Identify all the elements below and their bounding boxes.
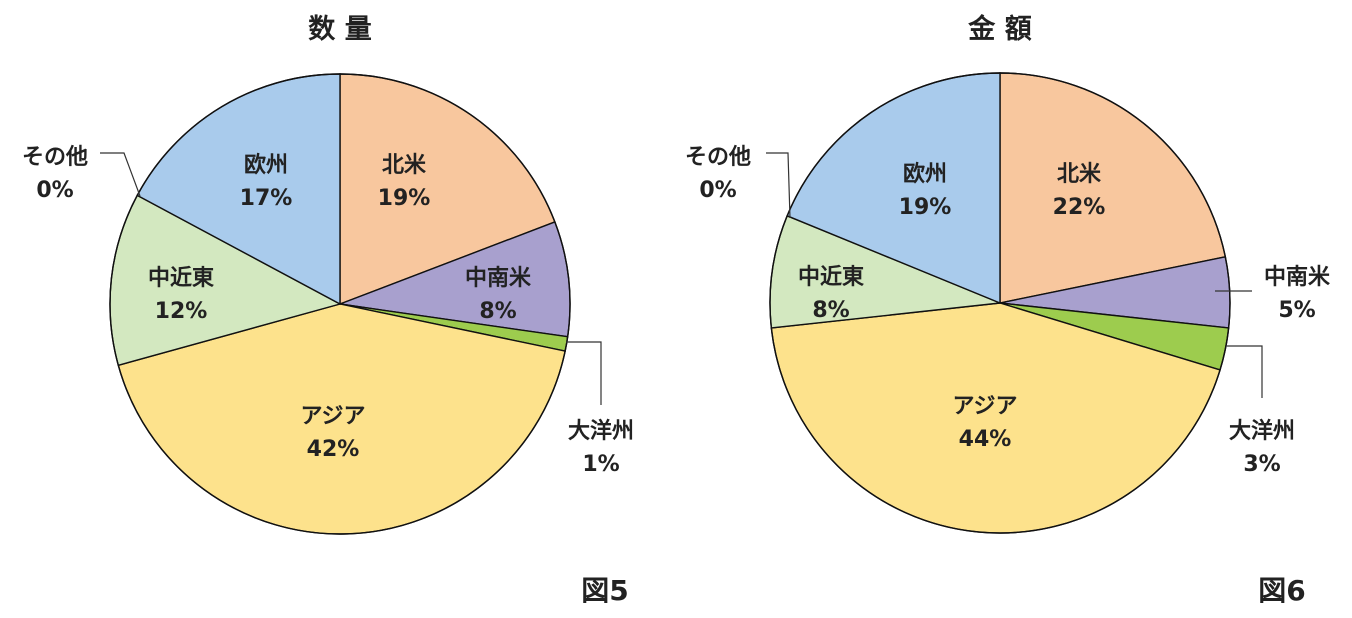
slice-label-middle-east: 中近東 [798, 264, 864, 290]
slice-value-europe: 17% [240, 186, 293, 211]
slice-label-north-america: 北米 [1057, 162, 1102, 187]
slice-label-oceania: 大洋州 [568, 418, 634, 444]
slice-label-europe: 欧州 [244, 152, 288, 178]
slice-label-asia: アジア [952, 394, 1017, 419]
slice-value-other: 0% [36, 178, 73, 203]
slice-value-latin-america: 5% [1278, 298, 1315, 323]
slice-label-asia: アジア [300, 404, 365, 429]
slice-label-latin-america: 中南米 [1264, 265, 1331, 290]
figure-label-6: 図6 [1258, 574, 1305, 607]
slice-label-other: その他 [22, 145, 88, 170]
pie-outline [769, 72, 1231, 534]
slice-label-north-america: 北米 [382, 153, 427, 178]
slice-value-oceania: 3% [1243, 452, 1280, 477]
slice-value-asia: 42% [307, 437, 360, 462]
slice-label-middle-east: 中近東 [148, 265, 214, 291]
slice-value-other: 0% [699, 178, 736, 203]
slice-label-europe: 欧州 [903, 161, 947, 187]
chart-title-amount: 金 額 [967, 13, 1031, 45]
slice-value-europe: 19% [899, 195, 952, 220]
slice-value-middle-east: 8% [812, 298, 849, 323]
slice-label-latin-america: 中南米 [465, 266, 532, 291]
slice-label-other: その他 [685, 145, 751, 170]
chart-title-quantity: 数 量 [308, 14, 371, 45]
slice-value-middle-east: 12% [155, 299, 208, 324]
slice-value-oceania: 1% [582, 452, 619, 477]
pie-amount: 北米 22% 中南米 5% 大洋州 3% アジア 44% 中近東 8% その他 0% 欧州 19% [685, 72, 1331, 534]
slice-value-latin-america: 8% [479, 299, 516, 324]
slice-value-north-america: 22% [1053, 195, 1106, 220]
leader-line-oceania [566, 341, 602, 405]
slice-value-asia: 44% [959, 427, 1012, 452]
leader-line-oceania [1226, 345, 1263, 398]
leader-line-other [766, 152, 791, 219]
slice-label-oceania: 大洋州 [1229, 418, 1295, 444]
pie-quantity: 北米 19% 中南米 8% 大洋州 1% アジア 42% 中近東 12% その他 0% 欧州 17% [22, 73, 634, 535]
slice-value-north-america: 19% [378, 186, 431, 211]
leader-line-other [100, 152, 141, 197]
figure-label-5: 図5 [581, 574, 628, 607]
pie-outline [109, 73, 571, 535]
